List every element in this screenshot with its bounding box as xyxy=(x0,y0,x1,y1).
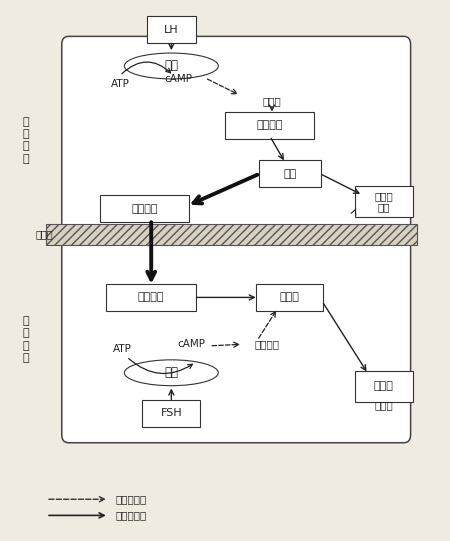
Text: cAMP: cAMP xyxy=(177,339,206,349)
Ellipse shape xyxy=(124,53,218,79)
Text: 雌激素: 雌激素 xyxy=(280,293,300,302)
FancyBboxPatch shape xyxy=(355,186,413,217)
FancyBboxPatch shape xyxy=(256,284,324,311)
FancyBboxPatch shape xyxy=(355,371,413,402)
Bar xyxy=(46,224,417,245)
Ellipse shape xyxy=(124,360,218,386)
FancyBboxPatch shape xyxy=(100,195,189,222)
Text: 芳香化酶: 芳香化酶 xyxy=(255,339,280,349)
FancyBboxPatch shape xyxy=(62,36,410,243)
Text: 胆固醇: 胆固醇 xyxy=(263,96,281,106)
Text: ATP: ATP xyxy=(110,80,129,89)
Text: 雄烯二酮: 雄烯二酮 xyxy=(131,203,158,214)
FancyBboxPatch shape xyxy=(259,160,321,187)
Text: 变化或转运: 变化或转运 xyxy=(116,510,147,520)
Text: 基底膜: 基底膜 xyxy=(35,229,53,240)
Text: LH: LH xyxy=(164,25,179,35)
Text: 释放: 释放 xyxy=(283,169,297,179)
FancyBboxPatch shape xyxy=(142,400,200,427)
Text: 雄烯二酮: 雄烯二酮 xyxy=(256,120,283,130)
Text: 催化或刺激: 催化或刺激 xyxy=(116,494,147,504)
Text: 卵泡液: 卵泡液 xyxy=(374,400,393,410)
Text: 雌激素: 雌激素 xyxy=(374,381,394,391)
Text: ATP: ATP xyxy=(112,344,131,353)
FancyBboxPatch shape xyxy=(62,235,410,443)
Text: FSH: FSH xyxy=(161,408,182,418)
Text: 雌激素
循环: 雌激素 循环 xyxy=(374,191,393,213)
Text: 粒
膜
细
胞: 粒 膜 细 胞 xyxy=(22,316,29,363)
Text: 受体: 受体 xyxy=(164,60,178,72)
Text: 雄烯二酮: 雄烯二酮 xyxy=(138,293,164,302)
FancyBboxPatch shape xyxy=(147,16,196,43)
FancyBboxPatch shape xyxy=(225,112,315,138)
Text: cAMP: cAMP xyxy=(164,75,192,84)
FancyBboxPatch shape xyxy=(107,284,196,311)
Text: 内
膜
细
胞: 内 膜 细 胞 xyxy=(22,117,29,164)
Text: 受体: 受体 xyxy=(164,366,178,379)
